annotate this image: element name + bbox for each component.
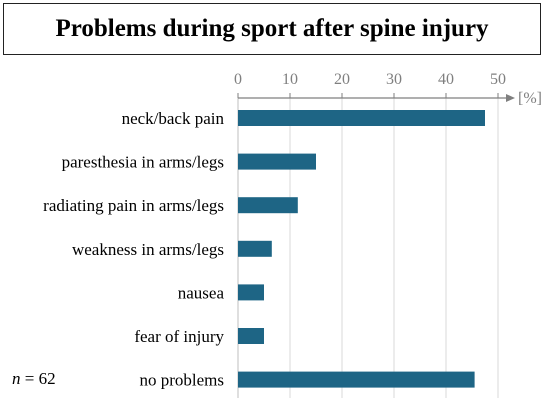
sample-size-note: n = 62 bbox=[12, 369, 56, 388]
x-tick-label: 20 bbox=[334, 71, 350, 88]
bars bbox=[238, 110, 485, 388]
category-label: no problems bbox=[139, 371, 224, 390]
x-tick-label: 40 bbox=[438, 71, 454, 88]
category-label: paresthesia in arms/legs bbox=[62, 153, 224, 172]
bar bbox=[238, 328, 264, 344]
category-label: fear of injury bbox=[134, 327, 224, 346]
category-label: radiating pain in arms/legs bbox=[43, 196, 224, 215]
x-axis-unit: [%] bbox=[518, 90, 542, 107]
category-labels: neck/back pain paresthesia in arms/legs ra… bbox=[43, 109, 224, 390]
bar bbox=[238, 240, 272, 257]
bar bbox=[238, 153, 316, 170]
category-label: weakness in arms/legs bbox=[72, 240, 224, 259]
bar bbox=[238, 371, 475, 388]
chart-title: Problems during sport after spine injury bbox=[3, 3, 541, 55]
bar bbox=[238, 284, 264, 301]
gridlines bbox=[289, 98, 499, 398]
bar bbox=[238, 197, 298, 214]
bar bbox=[238, 110, 485, 126]
category-label: nausea bbox=[178, 283, 225, 302]
x-tick-label: 30 bbox=[386, 71, 402, 88]
x-tick-label: 10 bbox=[282, 71, 298, 88]
x-tick-label: 50 bbox=[490, 71, 506, 88]
category-label: neck/back pain bbox=[122, 109, 225, 128]
x-tick-label: 0 bbox=[234, 71, 242, 88]
axis-arrow-icon bbox=[506, 94, 515, 102]
